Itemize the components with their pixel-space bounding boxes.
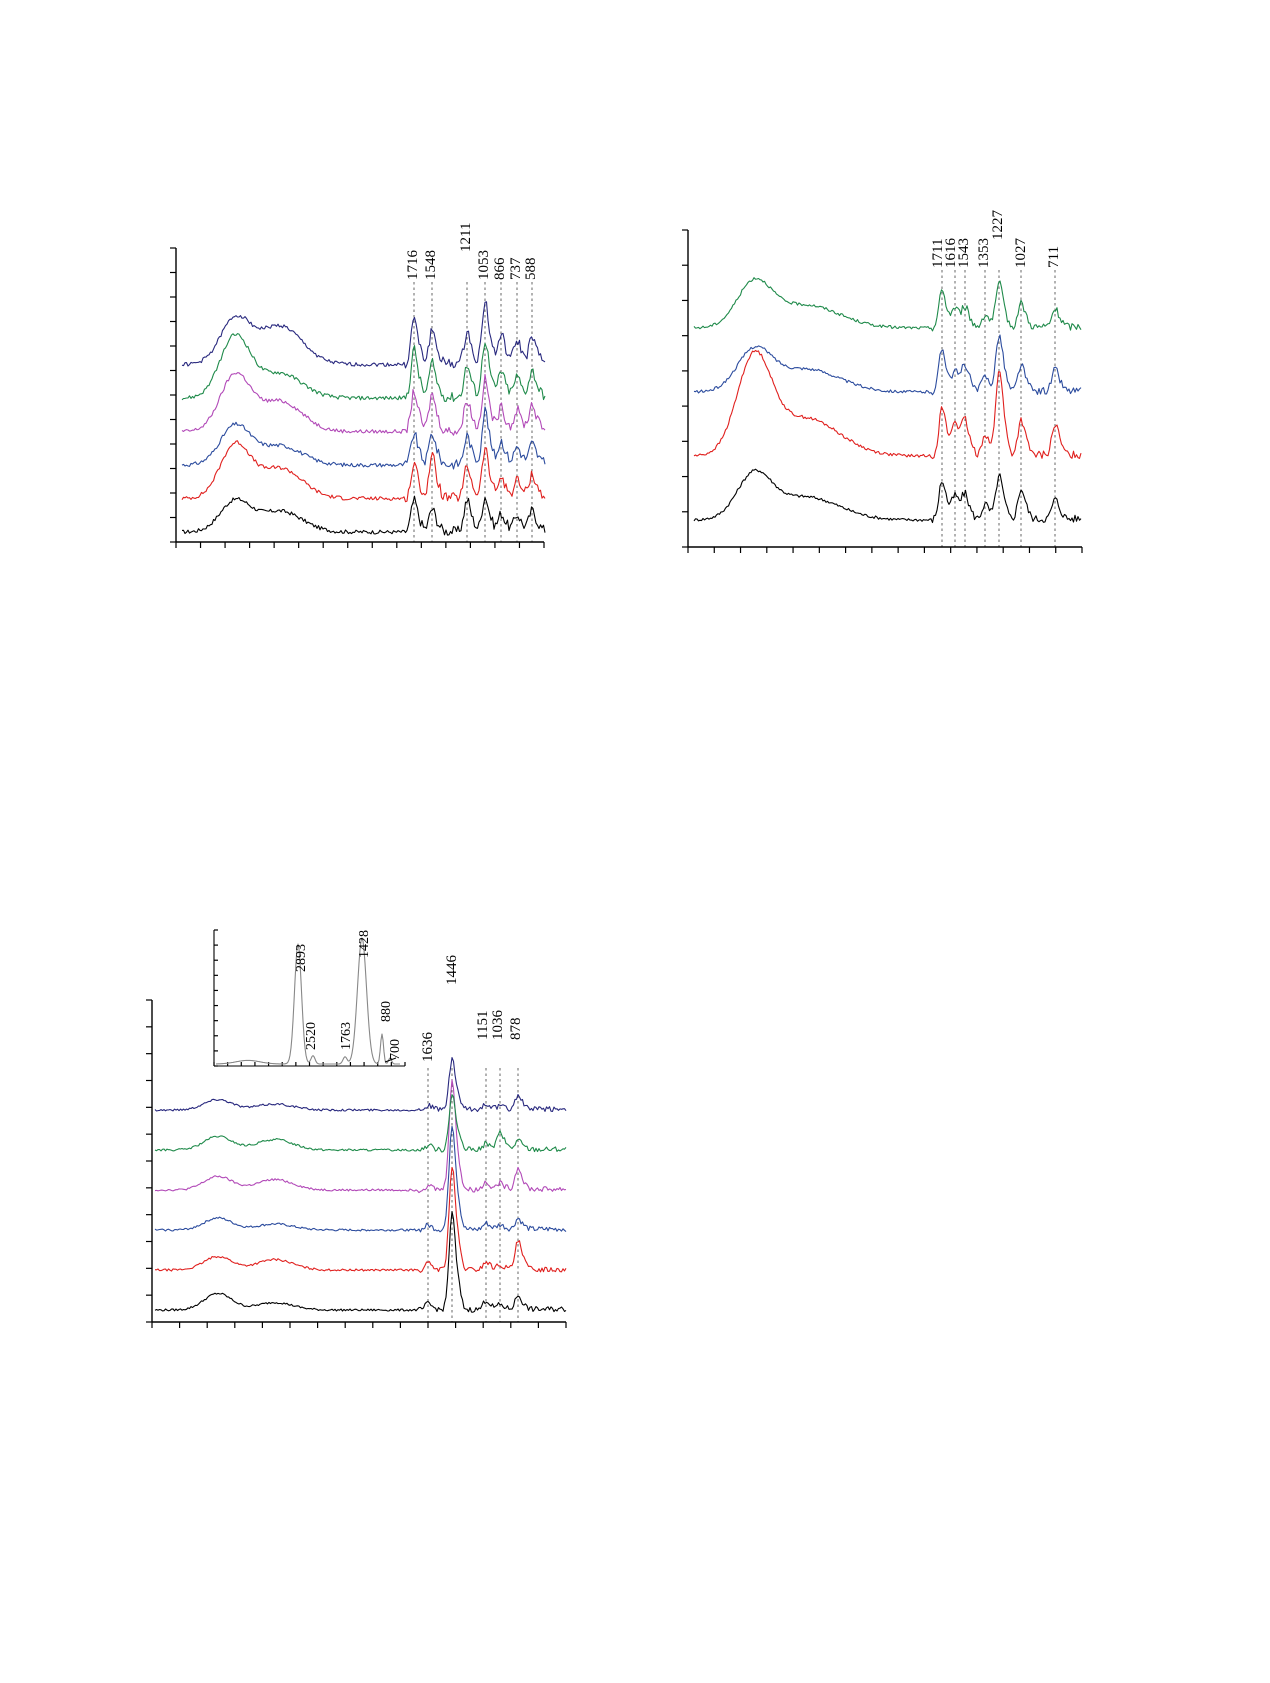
spectrum-line <box>693 349 1082 460</box>
inset-peak-label: 700 <box>388 1039 403 1060</box>
peak-label: 1446 <box>444 955 460 986</box>
axis-ticks <box>170 247 545 548</box>
peak-label: 1036 <box>490 1010 506 1041</box>
inset-peak-label: 880 <box>379 1001 394 1022</box>
spectrum-line <box>154 1079 567 1194</box>
inset-peak-label: 1763 <box>339 1022 354 1050</box>
axis-ticks <box>146 999 567 1328</box>
peak-label: 1027 <box>1013 238 1029 269</box>
chart-panel-c: 1636 1446 1151 1036 878 2893 2520 1763 1… <box>146 929 567 1328</box>
peak-labels: 1636 1446 1151 1036 878 <box>420 955 524 1063</box>
spectrum-line <box>181 301 546 369</box>
peak-label: 1543 <box>956 238 972 268</box>
axis-ticks <box>682 229 1083 553</box>
spectrum-line <box>181 406 546 470</box>
inset-spectrum-line <box>216 937 400 1065</box>
spectrum-line <box>154 1210 567 1313</box>
peak-label: 1636 <box>420 1032 436 1063</box>
inset-peak-label: 2893 <box>294 944 309 972</box>
inset-arrow <box>384 1057 397 1063</box>
peak-label: 1227 <box>990 210 1006 241</box>
inset-peak-label: 1428 <box>357 930 372 958</box>
spectrum-line <box>693 334 1082 396</box>
chart-panel-b: 1711 1616 1543 1353 1227 1027 711 <box>682 210 1083 553</box>
spectra-series <box>181 301 546 536</box>
peak-label: 737 <box>508 257 524 280</box>
peak-label: 1716 <box>405 250 421 281</box>
peak-guides <box>941 270 1056 547</box>
spectrum-line <box>154 1057 567 1113</box>
peak-label: 878 <box>508 1018 524 1041</box>
spectrum-line <box>181 495 546 536</box>
peak-label: 588 <box>523 258 539 281</box>
inset-peak-label: 2520 <box>304 1022 319 1050</box>
spectrum-line <box>693 468 1082 524</box>
spectrum-line <box>154 1125 567 1233</box>
chart-panel-a: 1716 1548 1211 1053 866 737 588 <box>170 223 546 548</box>
spectrum-line <box>154 1166 567 1273</box>
peak-labels: 1711 1616 1543 1353 1227 1027 711 <box>930 210 1062 269</box>
spectrum-line <box>181 372 546 436</box>
peak-guides <box>427 1068 519 1322</box>
peak-label: 1211 <box>458 223 474 252</box>
spectrum-line <box>693 277 1082 332</box>
inset-chart: 2893 2520 1763 1428 880 700 <box>213 929 406 1067</box>
inset-spectrum <box>216 937 400 1065</box>
peak-label: 711 <box>1046 246 1062 268</box>
spectrum-line <box>154 1094 567 1153</box>
peak-guides <box>413 282 533 542</box>
peak-label: 866 <box>492 257 508 280</box>
spectrum-line <box>181 440 546 503</box>
peak-label: 1711 <box>930 239 946 268</box>
spectrum-line <box>181 333 546 403</box>
peak-label: 1053 <box>476 250 492 280</box>
peak-labels: 1716 1548 1211 1053 866 737 588 <box>405 223 539 280</box>
peak-label: 1353 <box>976 238 992 268</box>
peak-label: 1616 <box>943 238 959 269</box>
spectra-series <box>154 1057 567 1313</box>
peak-label: 1548 <box>423 250 439 280</box>
peak-label: 1151 <box>475 1011 491 1040</box>
spectra-series <box>693 277 1082 524</box>
